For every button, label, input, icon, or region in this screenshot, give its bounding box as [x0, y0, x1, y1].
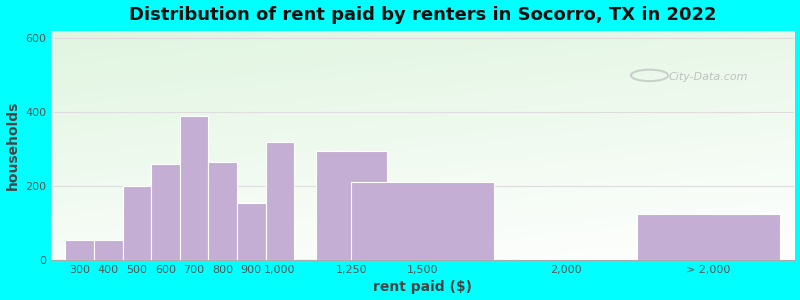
Bar: [94, 240, 122, 260]
Bar: [637, 214, 780, 260]
Bar: [122, 186, 151, 260]
Bar: [315, 151, 387, 260]
Bar: [66, 240, 94, 260]
Text: City-Data.com: City-Data.com: [668, 71, 747, 82]
Bar: [208, 162, 237, 260]
Bar: [351, 182, 494, 260]
Bar: [266, 142, 294, 260]
Bar: [151, 164, 180, 260]
Y-axis label: households: households: [6, 101, 19, 190]
Bar: [237, 203, 266, 260]
Title: Distribution of rent paid by renters in Socorro, TX in 2022: Distribution of rent paid by renters in …: [129, 6, 717, 24]
Bar: [180, 116, 208, 260]
X-axis label: rent paid ($): rent paid ($): [374, 280, 472, 294]
